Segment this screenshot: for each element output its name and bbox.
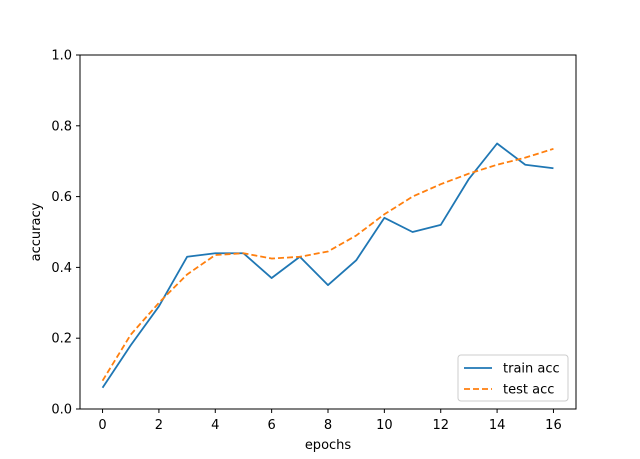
data-point <box>553 148 555 150</box>
data-point <box>327 251 329 253</box>
data-point <box>158 302 160 304</box>
data-point <box>102 380 104 382</box>
x-tick-label: 10 <box>376 418 393 433</box>
legend: train acc test acc <box>457 354 569 402</box>
series-line-train <box>101 142 554 389</box>
legend-label-test: test acc <box>503 383 554 398</box>
y-tick-label: 0.0 <box>51 403 72 418</box>
x-axis-label: epochs <box>305 438 352 453</box>
y-tick-label: 1.0 <box>51 49 72 64</box>
data-point <box>158 305 160 307</box>
x-tick-label: 2 <box>155 418 163 433</box>
y-tick-label: 0.6 <box>51 190 72 205</box>
data-point <box>383 217 385 219</box>
data-point <box>383 213 385 215</box>
data-point <box>355 235 357 237</box>
data-point <box>130 334 132 336</box>
data-point <box>468 173 470 175</box>
data-point <box>243 252 245 254</box>
data-point <box>327 284 329 286</box>
data-point <box>553 167 555 169</box>
data-point <box>412 196 414 198</box>
y-tick-label: 0.4 <box>51 261 72 276</box>
series-line-test <box>101 147 554 382</box>
data-point <box>524 157 526 159</box>
y-tick-label: 0.2 <box>51 332 72 347</box>
y-axis-label: accuracy <box>29 202 44 261</box>
data-point <box>214 254 216 256</box>
x-tick-label: 6 <box>267 418 275 433</box>
x-tick-label: 12 <box>432 418 449 433</box>
data-point <box>299 256 301 258</box>
data-point <box>412 231 414 233</box>
data-point <box>355 259 357 261</box>
data-point <box>440 183 442 185</box>
data-point <box>496 164 498 166</box>
data-point <box>186 256 188 258</box>
data-point <box>271 277 273 279</box>
x-tick-label: 14 <box>489 418 506 433</box>
x-tick-label: 16 <box>545 418 562 433</box>
series-layer <box>101 142 555 389</box>
legend-label-train: train acc <box>503 362 560 377</box>
data-point <box>214 252 216 254</box>
data-point <box>102 387 104 389</box>
data-point <box>468 178 470 180</box>
y-tick-label: 0.8 <box>51 119 72 134</box>
data-point <box>496 143 498 145</box>
data-point <box>130 344 132 346</box>
data-point <box>440 224 442 226</box>
x-axis-ticks: 0 2 4 6 8 10 12 14 16 <box>98 409 562 433</box>
data-point <box>186 274 188 276</box>
x-tick-label: 4 <box>211 418 219 433</box>
data-point <box>271 258 273 260</box>
x-tick-label: 8 <box>324 418 332 433</box>
x-tick-label: 0 <box>98 418 106 433</box>
data-point <box>524 164 526 166</box>
y-axis-ticks: 0.0 0.2 0.4 0.6 0.8 1.0 <box>51 49 80 418</box>
